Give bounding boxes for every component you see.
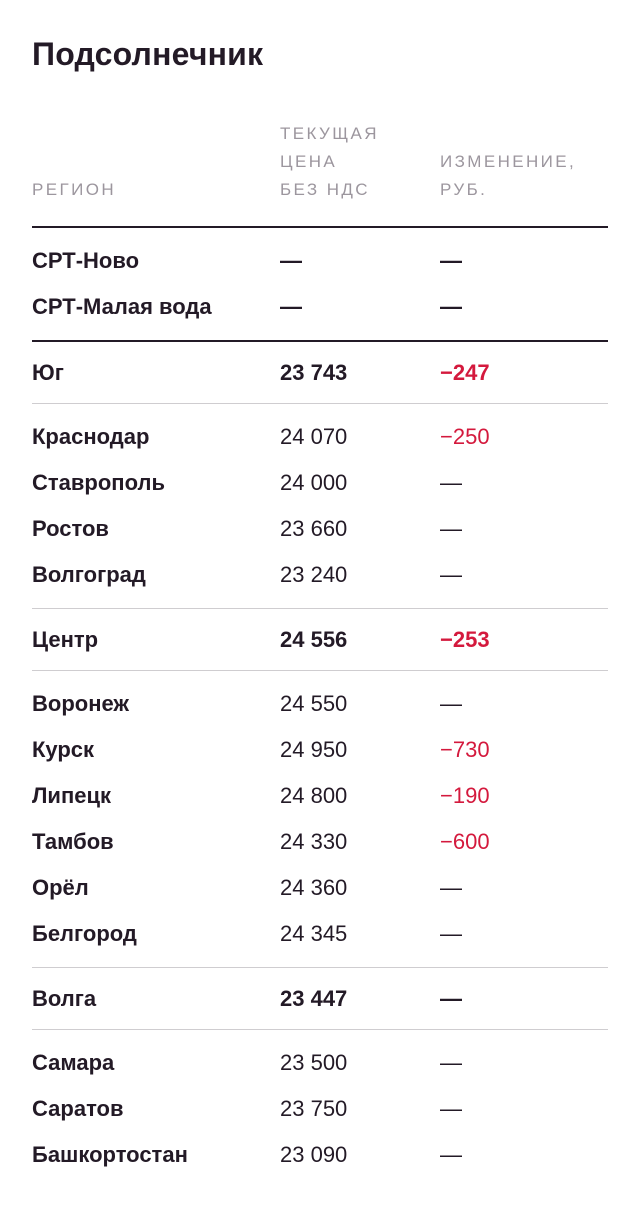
- region-cell: Воронеж: [32, 691, 130, 716]
- region-cell: Центр: [32, 627, 99, 652]
- region-cell: Ростов: [32, 516, 109, 541]
- price-cell: 24 000: [280, 470, 348, 495]
- top-group: СРТ-Ново — — СРТ-Малая вода — —: [32, 228, 608, 342]
- region-cell: Краснодар: [32, 424, 150, 449]
- price-table: СРТ-Ново — — СРТ-Малая вода — — Юг 23 743 −247 Кр…: [32, 228, 608, 1188]
- region-cell: Юг: [32, 360, 64, 385]
- change-cell: —: [440, 516, 462, 541]
- table-row: Краснодар 24 070 −250: [32, 414, 608, 460]
- price-cell: 24 330: [280, 829, 348, 854]
- region-cell: Саратов: [32, 1096, 124, 1121]
- change-cell: —: [440, 294, 462, 319]
- price-cell: —: [280, 294, 302, 319]
- table-row: Липецк 24 800 −190: [32, 773, 608, 819]
- change-cell: —: [440, 1096, 462, 1121]
- table-row: Ставрополь 24 000 —: [32, 460, 608, 506]
- table-row: Воронеж 24 550 —: [32, 681, 608, 727]
- column-header-change-line: ИЗМЕНЕНИЕ,: [440, 152, 577, 171]
- page-title: Подсолнечник: [32, 36, 264, 72]
- price-cell: 23 447: [280, 986, 348, 1011]
- table-row: СРТ-Ново — —: [32, 238, 608, 284]
- region-cell: СРТ-Малая вода: [32, 294, 212, 319]
- column-header-region: РЕГИОН: [32, 176, 116, 204]
- change-cell: −730: [440, 737, 490, 762]
- detail-group: Краснодар 24 070 −250 Ставрополь 24 000— Рост…: [32, 404, 608, 609]
- table-header: РЕГИОН ТЕКУЩАЯ ЦЕНА БЕЗ НДС ИЗМЕНЕНИЕ, Р…: [32, 120, 608, 228]
- change-cell: —: [440, 1050, 462, 1075]
- price-cell: 24 556: [280, 627, 348, 652]
- table-row: Курск 24 950 −730: [32, 727, 608, 773]
- price-cell: 24 950: [280, 737, 348, 762]
- change-cell: −247: [440, 360, 490, 385]
- change-cell: −600: [440, 829, 490, 854]
- price-cell: 23 500: [280, 1050, 348, 1075]
- column-header-price: ТЕКУЩАЯ ЦЕНА БЕЗ НДС: [280, 120, 420, 204]
- price-cell: 23 750: [280, 1096, 348, 1121]
- table-row: Белгород 24 345 —: [32, 911, 608, 957]
- table-row: Ростов 23 660 —: [32, 506, 608, 552]
- change-cell: −190: [440, 783, 490, 808]
- change-cell: −253: [440, 627, 490, 652]
- detail-group: Самара 23 500 — Саратов 23 750 — Башкортостан 2…: [32, 1030, 608, 1188]
- price-cell: 24 360: [280, 875, 348, 900]
- region-cell: Волгоград: [32, 562, 146, 587]
- change-cell: —: [440, 691, 462, 716]
- price-cell: 23 090: [280, 1142, 348, 1167]
- region-cell: Тамбов: [32, 829, 114, 854]
- detail-group: Воронеж 24 550 — Курск 24 950 −730 Липецк 24 80…: [32, 671, 608, 968]
- column-header-price-line: ЦЕНА: [280, 152, 338, 171]
- price-cell: 24 070: [280, 424, 348, 449]
- change-cell: −250: [440, 424, 490, 449]
- summary-row: Центр 24 556 −253: [32, 620, 608, 660]
- region-cell: Башкортостан: [32, 1142, 188, 1167]
- summary-group: Волга 23 447 —: [32, 968, 608, 1030]
- summary-row: Волга 23 447 —: [32, 979, 608, 1019]
- price-cell: 23 240: [280, 562, 348, 587]
- price-cell: 24 345: [280, 921, 348, 946]
- change-cell: —: [440, 248, 462, 273]
- change-cell: —: [440, 562, 462, 587]
- change-cell: —: [440, 1142, 462, 1167]
- table-row: Самара 23 500 —: [32, 1040, 608, 1086]
- region-cell: Самара: [32, 1050, 115, 1075]
- column-header-change-line: РУБ.: [440, 180, 488, 199]
- region-cell: Липецк: [32, 783, 112, 808]
- column-header-price-line: БЕЗ НДС: [280, 180, 370, 199]
- region-cell: Ставрополь: [32, 470, 165, 495]
- table-row: Волгоград 23 240 —: [32, 552, 608, 598]
- table-row: Саратов 23 750 —: [32, 1086, 608, 1132]
- column-header-region-label: РЕГИОН: [32, 180, 117, 199]
- column-header-price-line: ТЕКУЩАЯ: [280, 124, 379, 143]
- region-cell: Орёл: [32, 875, 89, 900]
- region-cell: Волга: [32, 986, 97, 1011]
- table-row: Орёл 24 360 —: [32, 865, 608, 911]
- region-cell: Курск: [32, 737, 95, 762]
- price-cell: 24 800: [280, 783, 348, 808]
- region-cell: Белгород: [32, 921, 137, 946]
- table-row: Тамбов 24 330 −600: [32, 819, 608, 865]
- table-row: Башкортостан 23 090 —: [32, 1132, 608, 1178]
- price-cell: 23 660: [280, 516, 348, 541]
- summary-row: Юг 23 743 −247: [32, 353, 608, 393]
- region-cell: СРТ-Ново: [32, 248, 140, 273]
- summary-group: Юг 23 743 −247: [32, 342, 608, 404]
- change-cell: —: [440, 921, 462, 946]
- table-row: СРТ-Малая вода — —: [32, 284, 608, 330]
- price-cell: —: [280, 248, 302, 273]
- price-cell: 24 550: [280, 691, 348, 716]
- summary-group: Центр 24 556 −253: [32, 609, 608, 671]
- change-cell: —: [440, 470, 462, 495]
- change-cell: —: [440, 875, 462, 900]
- change-cell: —: [440, 986, 462, 1011]
- column-header-change: ИЗМЕНЕНИЕ, РУБ.: [440, 148, 608, 204]
- price-cell: 23 743: [280, 360, 348, 385]
